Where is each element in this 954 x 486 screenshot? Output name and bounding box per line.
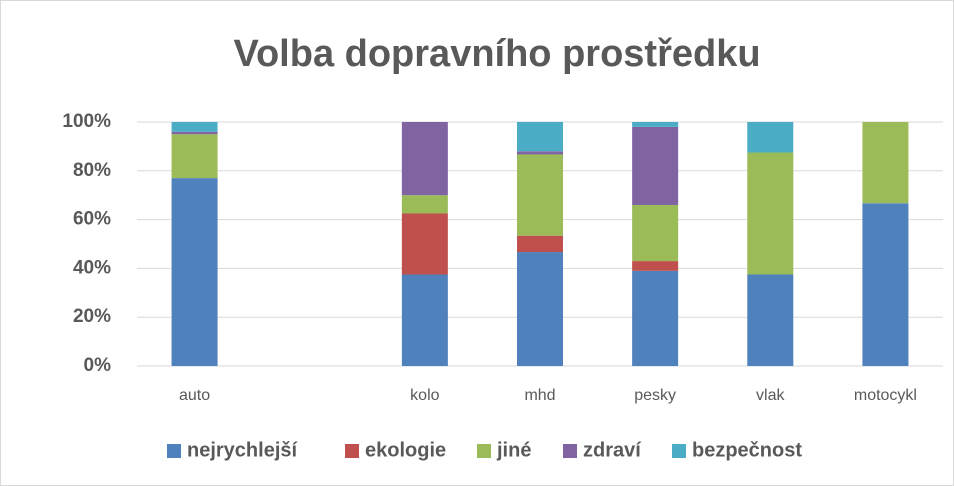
y-tick-label: 40% [73, 257, 111, 278]
bar-segment [632, 204, 679, 262]
x-tick-label: motocykl [854, 387, 917, 404]
bar-segment [171, 122, 218, 132]
legend-swatch [672, 444, 686, 458]
bar-segment [747, 122, 794, 153]
legend-swatch [477, 444, 491, 458]
bar-segment [632, 126, 679, 205]
bar-segment [401, 195, 448, 214]
legend-swatch [345, 444, 359, 458]
bar-segment [171, 131, 218, 135]
bar-segment [747, 152, 794, 275]
legend-swatch [563, 444, 577, 458]
bar-segment [862, 203, 909, 366]
bar-segment [632, 261, 679, 271]
bar-segment [517, 154, 563, 236]
x-tick-label: vlak [756, 387, 785, 404]
legend-label: zdraví [583, 439, 642, 461]
y-tick-label: 60% [73, 209, 111, 230]
bar-segment [517, 122, 563, 152]
bar-segment [517, 252, 563, 366]
bar-segment [632, 270, 679, 366]
bar-segment [862, 122, 909, 204]
chart-title: Volba dopravního prostředku [233, 33, 760, 75]
legend-label: nejrychlejší [187, 439, 299, 461]
y-tick-label: 20% [73, 306, 111, 327]
bar-segment [171, 134, 218, 179]
x-tick-label: pesky [634, 387, 676, 404]
bar-segment [401, 122, 448, 196]
x-tick-label: auto [179, 387, 210, 404]
x-tick-label: kolo [410, 387, 439, 404]
bar-segment [747, 274, 794, 366]
y-tick-label: 80% [73, 160, 111, 181]
x-tick-label: mhd [524, 387, 555, 404]
bar-segment [517, 235, 563, 253]
y-tick-label: 0% [84, 355, 112, 376]
y-tick-label: 100% [62, 111, 111, 132]
legend-label: bezpečnost [692, 439, 802, 461]
bar-segment [401, 274, 448, 366]
bar-segment [632, 122, 679, 127]
bar-segment [171, 178, 218, 366]
bar-segment [401, 213, 448, 275]
legend-label: jiné [496, 439, 531, 461]
bar-segment [517, 151, 563, 155]
legend-label: ekologie [365, 439, 446, 461]
legend-swatch [167, 444, 181, 458]
